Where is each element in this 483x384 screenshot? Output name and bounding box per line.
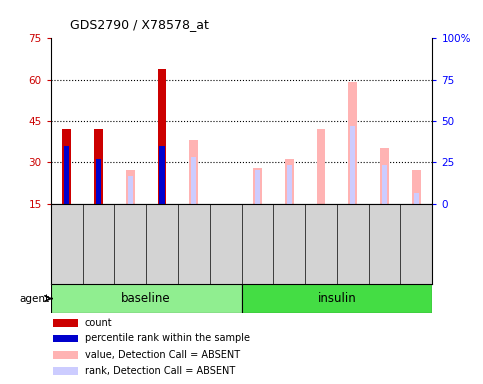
Text: count: count [85, 318, 113, 328]
Text: value, Detection Call = ABSENT: value, Detection Call = ABSENT [85, 349, 240, 360]
Bar [286, 165, 292, 204]
Bar [51, 284, 242, 313]
Text: GDS2790 / X78578_at: GDS2790 / X78578_at [70, 18, 209, 31]
Bar [64, 146, 69, 204]
Text: percentile rank within the sample: percentile rank within the sample [85, 333, 250, 344]
Bar [157, 129, 167, 204]
Bar [348, 83, 357, 204]
Bar [159, 146, 165, 204]
Bar [414, 192, 419, 204]
Bar [350, 126, 355, 204]
Text: baseline: baseline [121, 292, 171, 305]
Bar [53, 351, 78, 359]
Bar [94, 129, 103, 204]
Bar [157, 69, 167, 204]
Bar [382, 165, 387, 204]
Bar [53, 319, 78, 327]
Text: rank, Detection Call = ABSENT: rank, Detection Call = ABSENT [85, 366, 235, 376]
Bar [126, 170, 135, 204]
Text: agent: agent [20, 293, 50, 304]
Bar [380, 149, 389, 204]
Bar [128, 176, 133, 204]
Bar [316, 129, 326, 204]
Bar [189, 140, 198, 204]
Bar [242, 284, 432, 313]
Bar [53, 334, 78, 343]
Bar [255, 170, 260, 204]
Bar [191, 157, 197, 204]
Bar [412, 170, 421, 204]
Bar [62, 129, 71, 204]
Bar [285, 159, 294, 204]
Text: insulin: insulin [317, 292, 356, 305]
Bar [53, 367, 78, 375]
Bar [253, 168, 262, 204]
Bar [96, 159, 101, 204]
